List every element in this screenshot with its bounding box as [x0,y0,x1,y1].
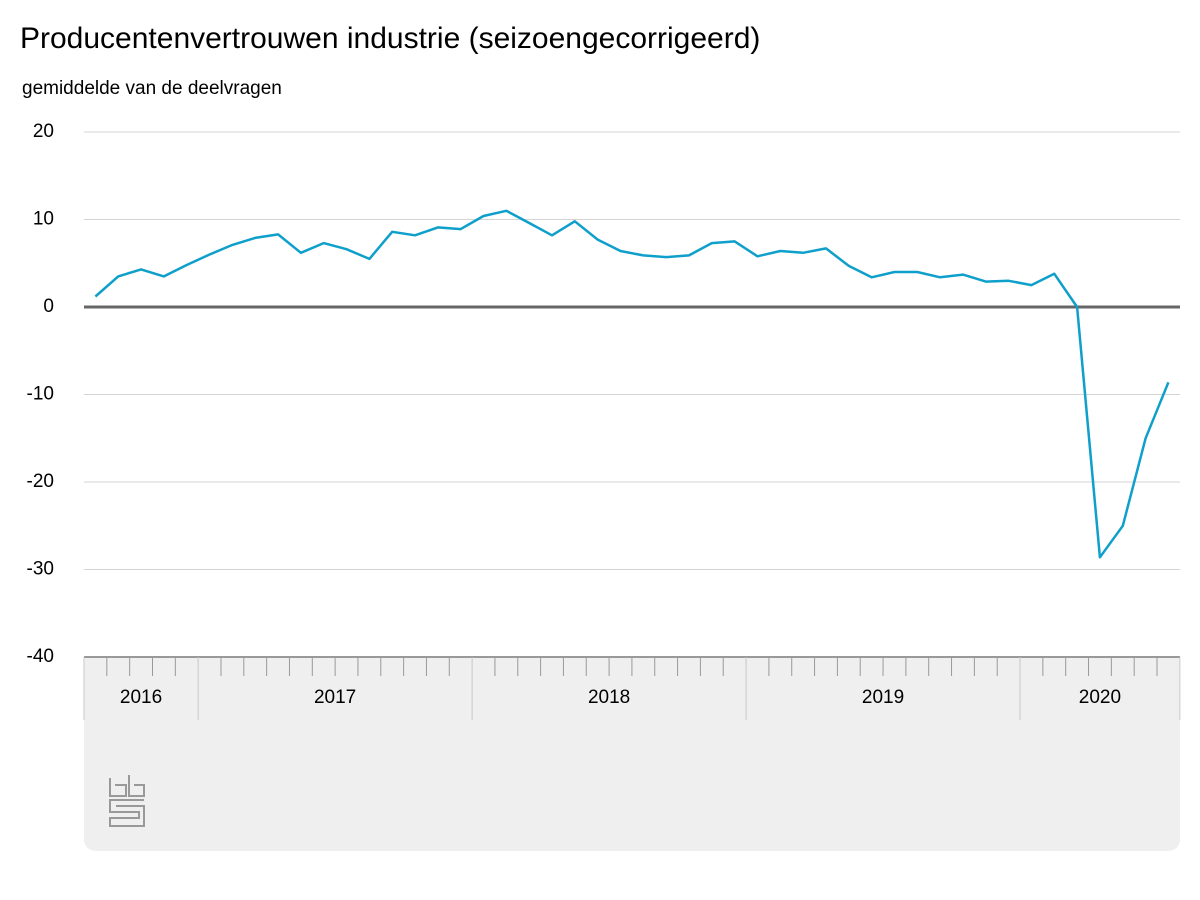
chart-subtitle: gemiddelde van de deelvragen [22,78,282,99]
y-tick-label: 20 [33,121,54,142]
y-tick-label: -30 [27,559,54,580]
chart-title: Producentenvertrouwen industrie (seizoen… [20,22,760,55]
x-tick-label: 2018 [588,687,630,708]
y-tick-label: -40 [27,646,54,667]
x-tick-label: 2017 [314,687,356,708]
y-tick-label: -10 [27,384,54,405]
x-axis-panel [84,657,1180,851]
cbs-logo [109,775,145,827]
x-tick-label: 2020 [1079,687,1121,708]
x-tick-label: 2016 [120,687,162,708]
data-line [94,209,1170,559]
y-tick-label: -20 [27,471,54,492]
y-tick-label: 10 [33,209,54,230]
x-tick-label: 2019 [862,687,904,708]
y-tick-label: 0 [43,296,54,317]
